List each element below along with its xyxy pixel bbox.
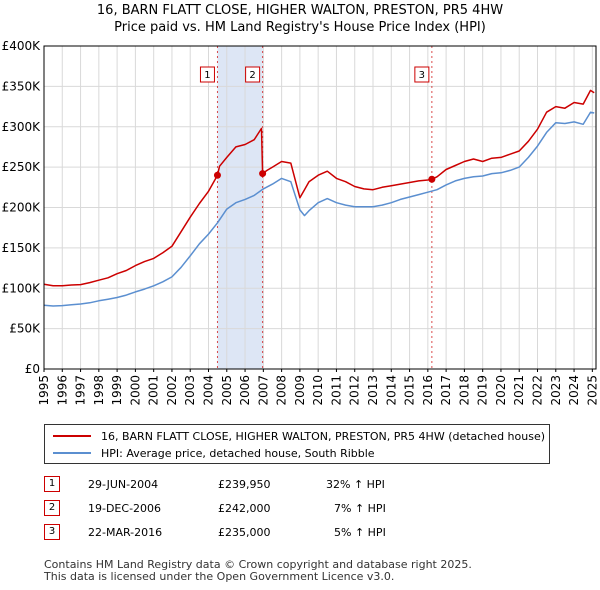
sale-label-text: 1 bbox=[204, 70, 210, 81]
x-tick-label: 2002 bbox=[165, 375, 179, 406]
footer: Contains HM Land Registry data © Crown c… bbox=[44, 559, 472, 583]
x-tick-label: 2024 bbox=[567, 375, 581, 406]
y-tick-label: £150K bbox=[2, 241, 42, 255]
x-tick-label: 2019 bbox=[476, 375, 490, 406]
legend-label-hpi: HPI: Average price, detached house, Sout… bbox=[101, 446, 375, 460]
y-tick-label: £50K bbox=[9, 322, 41, 336]
x-tick-label: 2001 bbox=[147, 375, 161, 406]
sale-label-box bbox=[245, 66, 261, 83]
table-row: 2 19-DEC-2006 £242,000 7% ↑ HPI bbox=[44, 496, 426, 520]
sale-label-box bbox=[414, 66, 430, 83]
hpi-line bbox=[43, 111, 595, 307]
x-tick-label: 1998 bbox=[92, 375, 106, 406]
sale-point bbox=[428, 175, 436, 183]
sale-number-badge: 1 bbox=[44, 476, 60, 492]
legend-label-property: 16, BARN FLATT CLOSE, HIGHER WALTON, PRE… bbox=[101, 429, 546, 443]
x-tick-label: 2008 bbox=[275, 375, 289, 406]
y-tick-label: £350K bbox=[2, 79, 42, 93]
x-tick-label: 2004 bbox=[202, 375, 216, 406]
x-tick-label: 2018 bbox=[457, 375, 471, 406]
sale-label-box bbox=[199, 66, 215, 83]
x-tick-label: 1996 bbox=[55, 375, 69, 406]
x-tick-label: 2007 bbox=[256, 375, 270, 406]
copyright-text: Contains HM Land Registry data © Crown c… bbox=[44, 558, 472, 571]
sale-date: 29-JUN-2004 bbox=[88, 477, 159, 491]
legend-swatch-hpi bbox=[53, 452, 91, 454]
x-tick-label: 1995 bbox=[37, 375, 51, 406]
legend-item-property: 16, BARN FLATT CLOSE, HIGHER WALTON, PRE… bbox=[53, 428, 545, 444]
table-row: 1 29-JUN-2004 £239,950 32% ↑ HPI bbox=[44, 472, 426, 496]
y-tick-label: £400K bbox=[2, 39, 42, 53]
x-tick-label: 1997 bbox=[74, 375, 88, 406]
sale-number-badge: 2 bbox=[44, 500, 60, 516]
sale-hpi-change: 5% ↑ HPI bbox=[334, 525, 386, 539]
x-tick-label: 2023 bbox=[549, 375, 563, 406]
property-price-line bbox=[43, 89, 595, 287]
legend: 16, BARN FLATT CLOSE, HIGHER WALTON, PRE… bbox=[44, 424, 550, 464]
x-tick-label: 2012 bbox=[348, 375, 362, 406]
x-tick-label: 2014 bbox=[384, 375, 398, 406]
x-tick-label: 2005 bbox=[220, 375, 234, 406]
sale-price: £239,950 bbox=[218, 477, 271, 491]
x-tick-label: 2021 bbox=[512, 375, 526, 406]
sale-price: £235,000 bbox=[218, 525, 271, 539]
x-tick-label: 1999 bbox=[110, 375, 124, 406]
x-tick-label: 2006 bbox=[238, 375, 252, 406]
sale-label-text: 3 bbox=[419, 70, 425, 81]
price-chart: 1 2 3 £0 £50K £100K £150K £200K £250K £300K £350K £… bbox=[2, 39, 600, 406]
x-tick-label: 2020 bbox=[494, 375, 508, 406]
chart-subtitle: Price paid vs. HM Land Registry's House … bbox=[114, 20, 486, 35]
x-tick-label: 2025 bbox=[585, 375, 599, 406]
sale-point bbox=[213, 171, 221, 179]
y-tick-label: £0 bbox=[25, 362, 40, 376]
x-tick-label: 2016 bbox=[421, 375, 435, 406]
sale-date: 19-DEC-2006 bbox=[88, 501, 162, 515]
legend-swatch-property bbox=[53, 435, 91, 437]
x-tick-label: 2003 bbox=[183, 375, 197, 406]
sale-price: £242,000 bbox=[218, 501, 271, 515]
x-tick-label: 2013 bbox=[366, 375, 380, 406]
license-text: This data is licensed under the Open Gov… bbox=[44, 570, 395, 583]
transactions-table: 1 29-JUN-2004 £239,950 32% ↑ HPI 2 19-DE… bbox=[44, 472, 426, 544]
x-tick-label: 2010 bbox=[311, 375, 325, 406]
y-tick-label: £200K bbox=[2, 201, 42, 215]
y-tick-label: £250K bbox=[2, 160, 42, 174]
x-tick-label: 2009 bbox=[293, 375, 307, 406]
sale-label-text: 2 bbox=[249, 70, 255, 81]
sale-number-badge: 3 bbox=[44, 524, 60, 540]
sale-point bbox=[259, 170, 267, 178]
sale-date: 22-MAR-2016 bbox=[88, 525, 163, 539]
legend-item-hpi: HPI: Average price, detached house, Sout… bbox=[53, 445, 375, 461]
sale-hpi-change: 7% ↑ HPI bbox=[334, 501, 386, 515]
sale-hpi-change: 32% ↑ HPI bbox=[326, 477, 385, 491]
x-tick-label: 2015 bbox=[403, 375, 417, 406]
x-tick-label: 2022 bbox=[531, 375, 545, 406]
x-tick-label: 2000 bbox=[128, 375, 142, 406]
x-tick-label: 2017 bbox=[439, 375, 453, 406]
y-tick-label: £100K bbox=[2, 281, 42, 295]
y-tick-label: £300K bbox=[2, 120, 42, 134]
chart-title: 16, BARN FLATT CLOSE, HIGHER WALTON, PRE… bbox=[96, 3, 504, 18]
plot-frame bbox=[43, 45, 597, 370]
table-row: 3 22-MAR-2016 £235,000 5% ↑ HPI bbox=[44, 520, 426, 544]
x-tick-label: 2011 bbox=[329, 375, 343, 406]
